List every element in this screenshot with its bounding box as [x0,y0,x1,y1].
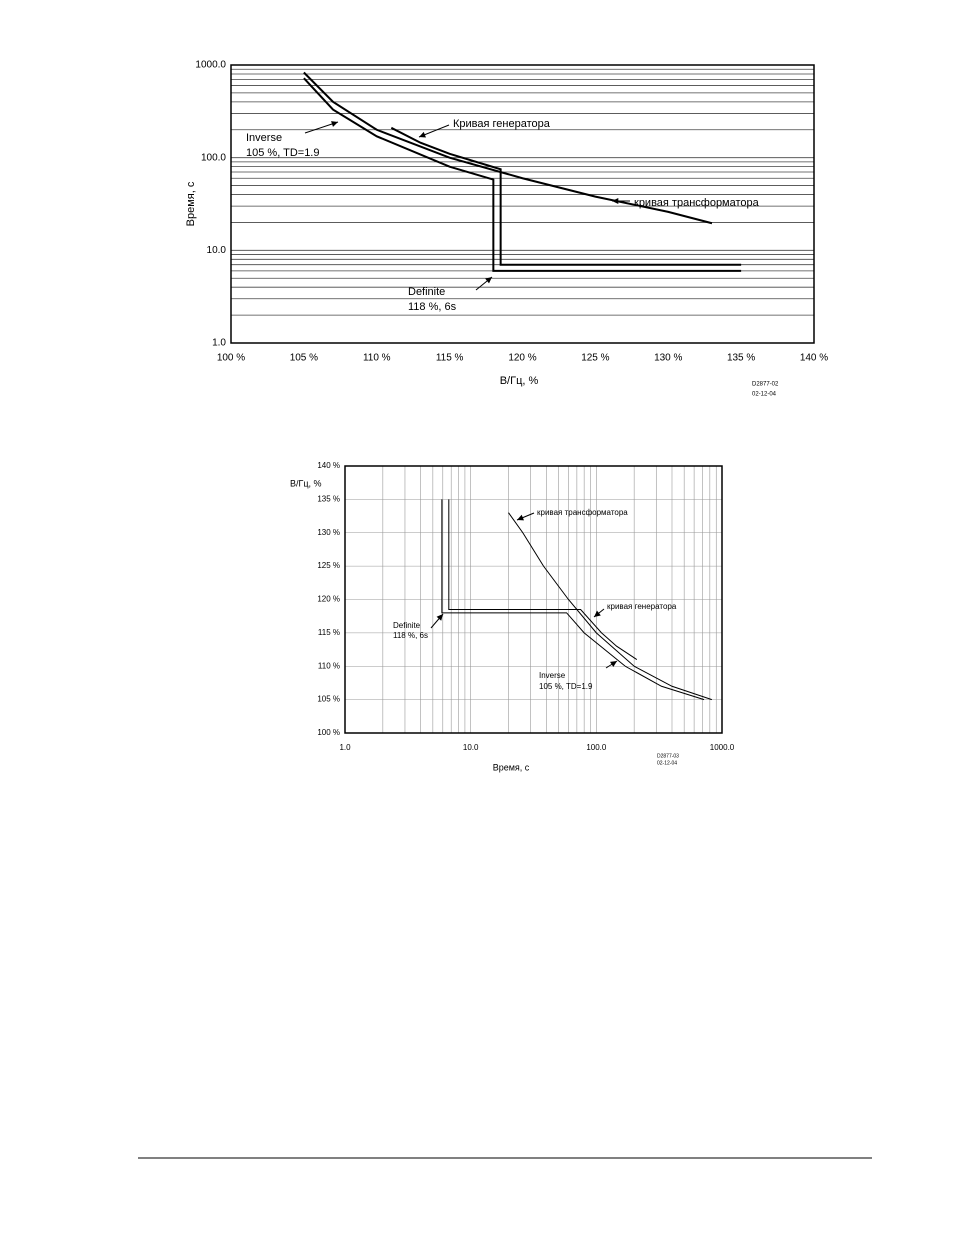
x-tick-label: 135 % [727,353,755,364]
annotation: Inverse [539,671,566,680]
y-tick-label: 135 % [317,494,340,503]
arrow-head [610,661,617,667]
figure-code: D2877-02 [752,382,779,388]
curve [448,499,638,660]
x-axis-label: В/Гц, % [500,375,539,387]
arrow-head [419,131,426,138]
y-tick-label: 140 % [317,461,340,470]
x-tick-label: 1000.0 [710,743,735,752]
arrow-head [517,514,524,521]
x-tick-label: 110 % [363,353,391,364]
annotation: 105 %, TD=1.9 [246,147,319,159]
annotation: 105 %, TD=1.9 [539,682,593,691]
x-tick-label: 100 % [217,353,245,364]
arrow-head [612,197,619,205]
annotation: кривая генератора [607,602,677,611]
annotation: Кривая генератора [453,118,551,130]
y-tick-label: 100 % [317,728,340,737]
curve [508,512,712,701]
x-tick-label: 105 % [290,353,318,364]
curve [303,77,742,272]
y-axis-label: Время, с [185,181,197,226]
annotation: Definite [408,286,445,298]
x-axis-label: Время, с [493,762,530,772]
y-tick-label: 1000.0 [195,60,226,71]
plot-frame [230,64,815,344]
curve [390,126,742,266]
figure-code: D2877-03 [657,753,679,759]
annotation: Inverse [246,132,282,144]
x-tick-label: 130 % [654,353,682,364]
plot-frame [344,465,723,734]
y-tick-label: 100.0 [201,152,226,163]
arrow-head [331,121,338,127]
y-tick-label: 1.0 [212,338,226,349]
annotation: 118 %, 6s [408,301,457,313]
annotation: Definite [393,621,421,630]
x-tick-label: 1.0 [339,743,351,752]
y-tick-label: 125 % [317,561,340,570]
x-tick-label: 120 % [508,353,536,364]
annotation: кривая трансформатора [537,508,628,517]
annotation: 118 %, 6s [393,631,428,640]
arrow-head [436,614,443,621]
y-tick-label: 115 % [318,628,340,637]
y-tick-label: 110 % [318,661,340,670]
annotation: кривая трансформатора [634,197,760,209]
y-tick-label: 105 % [317,695,340,704]
curve [441,499,705,701]
y-tick-label: 10.0 [207,245,227,256]
y-tick-label: 120 % [317,595,340,604]
x-tick-label: 100.0 [586,743,607,752]
arrow-head [594,610,601,617]
curve [303,71,713,225]
x-tick-label: 10.0 [463,743,479,752]
y-axis-label: В/Гц, % [290,478,322,488]
arrow-head [485,277,492,284]
figure-code: 02-12-04 [752,392,777,398]
x-tick-label: 115 % [436,353,464,364]
x-tick-label: 140 % [800,353,828,364]
y-tick-label: 130 % [317,528,340,537]
figure-code: 02-12-04 [657,760,677,766]
x-tick-label: 125 % [581,353,609,364]
